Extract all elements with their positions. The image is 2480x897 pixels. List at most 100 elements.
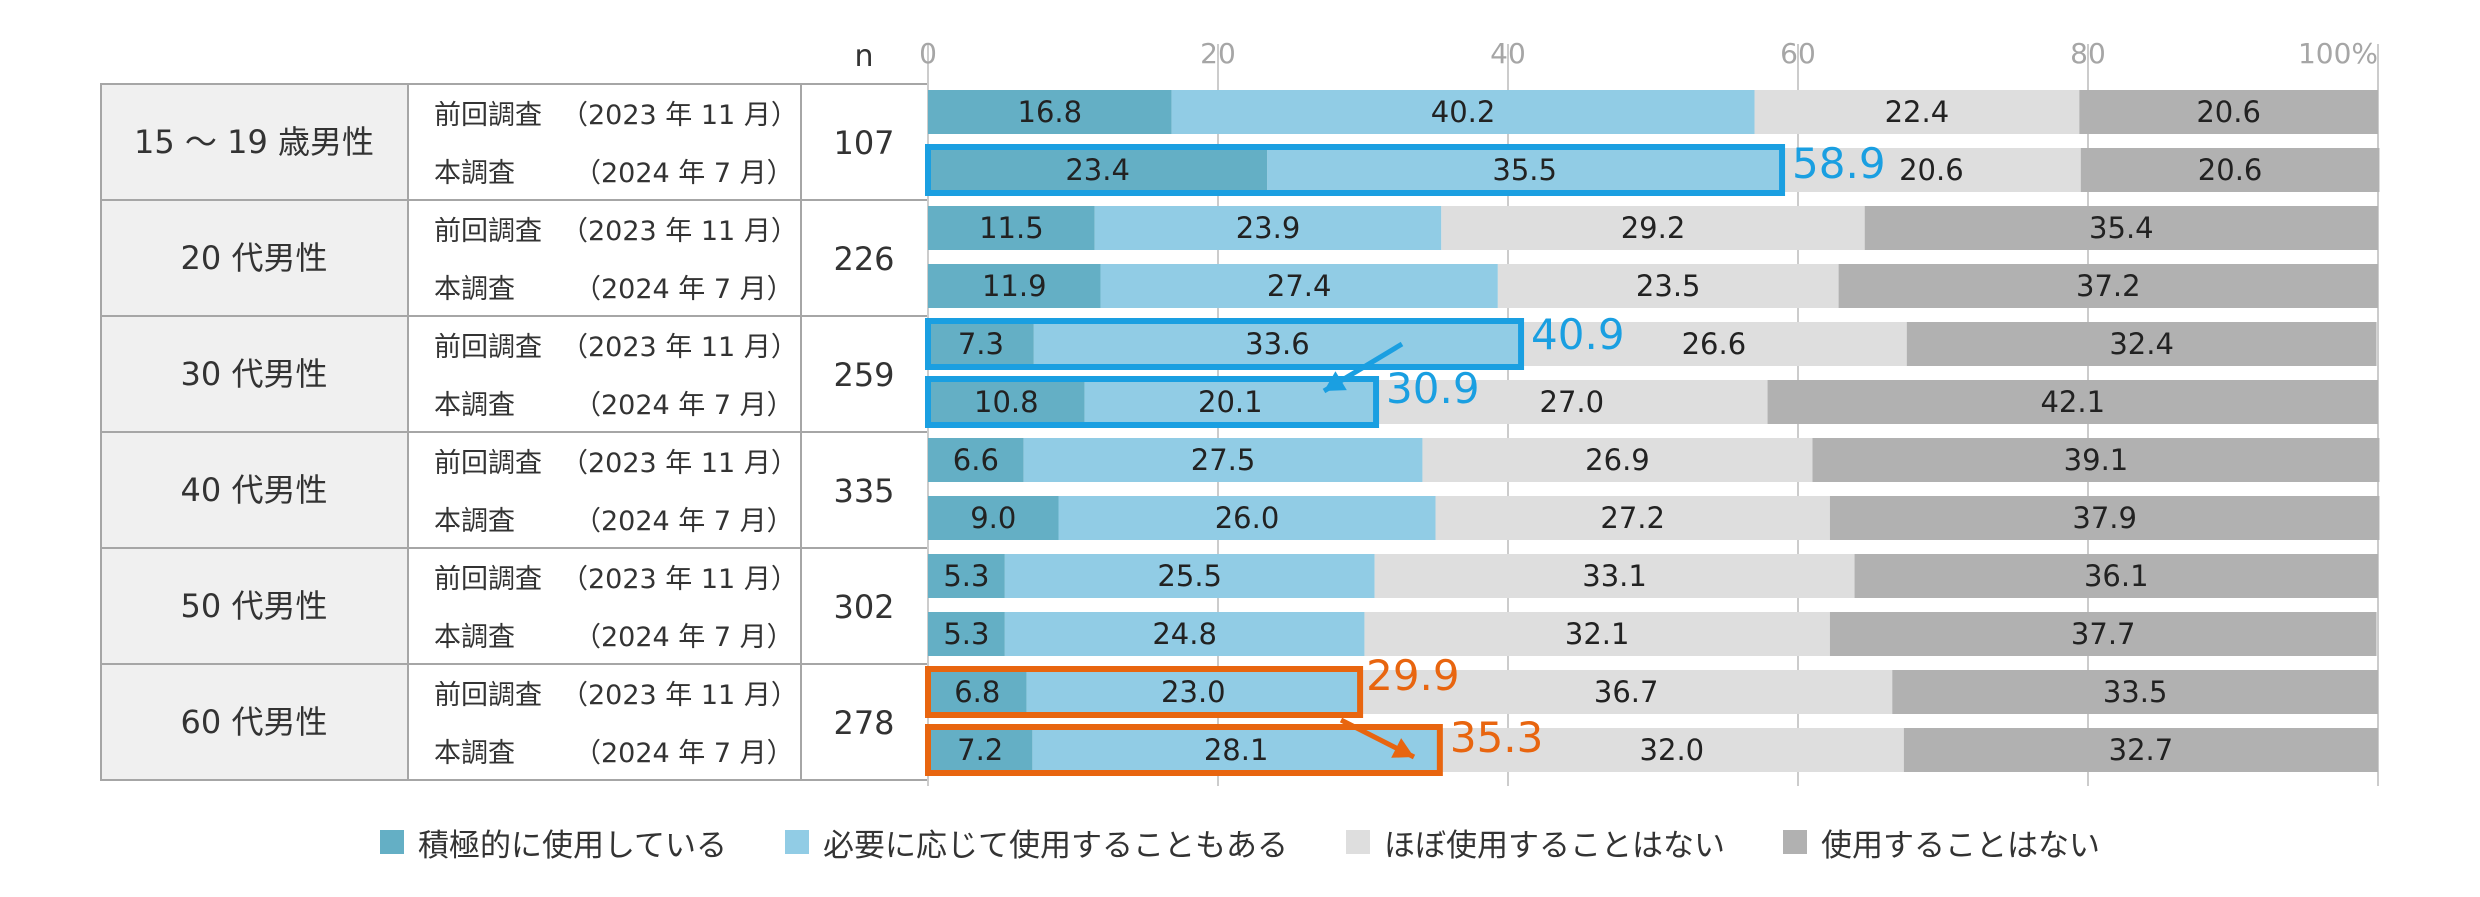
n-header: n (854, 39, 873, 74)
bar-segment (1497, 264, 1839, 308)
group-cell (100, 431, 409, 549)
survey-curr-date: （2024 年 7 月） (574, 622, 794, 653)
data-label: 5.3 (943, 559, 989, 593)
legend-item: ほぼ使用することはない (1346, 820, 1725, 865)
bar-segment (1812, 438, 2380, 482)
data-label: 39.1 (2064, 443, 2129, 477)
bar-segment (928, 728, 1033, 772)
data-label: 37.9 (2072, 501, 2137, 535)
bar-segment (1439, 728, 1904, 772)
x-tick-label: 20 (1200, 37, 1236, 70)
data-label: 33.6 (1245, 327, 1310, 361)
x-tick-label: 60 (1780, 37, 1816, 70)
survey-prev-name: 前回調査 (434, 100, 542, 131)
data-label: 28.1 (1204, 733, 1269, 767)
bar-segment (928, 148, 1268, 192)
survey-cell (407, 83, 802, 201)
n-value: 335 (833, 472, 894, 510)
bar-segment (1864, 206, 2378, 250)
survey-prev-date: （2023 年 11 月） (561, 100, 798, 131)
survey-cell (407, 315, 802, 433)
survey-cell (407, 663, 802, 781)
survey-curr-name: 本調査 (434, 738, 515, 769)
bar-segment (928, 670, 1027, 714)
data-label: 25.5 (1157, 559, 1222, 593)
group-label: 60 代男性 (181, 703, 328, 741)
data-label: 26.0 (1215, 501, 1280, 535)
survey-curr-name: 本調査 (434, 506, 515, 537)
n-cell (800, 547, 929, 665)
n-cell (800, 199, 929, 317)
data-label: 11.9 (982, 269, 1047, 303)
data-label: 32.0 (1640, 733, 1705, 767)
data-label: 33.5 (2103, 675, 2168, 709)
group-label: 50 代男性 (181, 587, 328, 625)
bar-segment (928, 612, 1005, 656)
bar-segment (1754, 90, 2080, 134)
row-label-table: 15 ～ 19 歳男性 107 前回調査 （2023 年 11 月） 本調査 （2024 … (100, 39, 929, 781)
data-label: 23.9 (1236, 211, 1301, 245)
data-label: 32.1 (1565, 617, 1630, 651)
data-label: 6.8 (954, 675, 1000, 709)
group-label: 40 代男性 (181, 471, 328, 509)
data-label: 6.6 (953, 443, 999, 477)
data-label: 23.4 (1065, 153, 1130, 187)
bar-segment (928, 322, 1034, 366)
n-value: 278 (833, 704, 894, 742)
data-label: 32.7 (2109, 733, 2174, 767)
bar-segment (1521, 322, 1907, 366)
bar-segment (928, 206, 1095, 250)
legend-swatch (1783, 830, 1808, 854)
x-tick-label: 0 (919, 37, 937, 70)
bar-segment (1838, 264, 2378, 308)
n-cell (800, 315, 929, 433)
survey-prev-name: 前回調査 (434, 332, 542, 363)
bar-segment (1903, 728, 2378, 772)
highlight-box (925, 666, 1364, 718)
legend-item: 必要に応じて使用することもある (785, 820, 1288, 865)
bars: 16.8 40.2 22.4 20.6 23.4 35.5 20.6 20.6 11.5 23.9… (928, 90, 2380, 772)
data-label: 37.7 (2071, 617, 2136, 651)
highlight-total: 35.3 (1450, 713, 1544, 762)
data-label: 11.5 (979, 211, 1044, 245)
n-value: 107 (833, 124, 894, 162)
data-label: 20.6 (1899, 153, 1964, 187)
bar-segment (1829, 612, 2377, 656)
survey-curr-date: （2024 年 7 月） (574, 274, 794, 305)
data-label: 23.0 (1161, 675, 1226, 709)
legend: 積極的に使用している 必要に応じて使用することもある ほぼ使用することはない 使用する… (0, 812, 2480, 872)
legend-item: 積極的に使用している (379, 820, 727, 865)
data-label: 27.2 (1600, 501, 1665, 535)
survey-cell (407, 431, 802, 549)
highlight-total: 58.9 (1792, 139, 1886, 188)
highlight-box (925, 724, 1443, 776)
stacked-bar-chart: 15 ～ 19 歳男性 107 前回調査 （2023 年 11 月） 本調査 （2024 … (100, 37, 2380, 786)
data-label: 10.8 (974, 385, 1039, 419)
arrow-head (1324, 371, 1347, 391)
bar-segment (1023, 438, 1423, 482)
group-cell (100, 663, 409, 781)
survey-prev-name: 前回調査 (434, 448, 542, 479)
survey-cell (407, 547, 802, 665)
bar-segment (1058, 496, 1436, 540)
group-cell (100, 547, 409, 665)
legend-swatch (785, 830, 810, 854)
data-label: 36.7 (1594, 675, 1659, 709)
highlight-total: 30.9 (1386, 364, 1480, 413)
bar-segment (1033, 322, 1522, 366)
data-label: 26.6 (1682, 327, 1747, 361)
arrow-head (1391, 738, 1414, 758)
data-label: 7.2 (957, 733, 1003, 767)
highlight-total: 29.9 (1366, 651, 1460, 700)
bar-segment (1004, 554, 1375, 598)
highlight-total: 40.9 (1531, 310, 1625, 359)
bar-segment (1435, 496, 1830, 540)
survey-prev-name: 前回調査 (434, 564, 542, 595)
data-label: 35.5 (1492, 153, 1557, 187)
survey-prev-name: 前回調査 (434, 680, 542, 711)
data-label: 27.0 (1540, 385, 1605, 419)
x-tick-label: 80 (2070, 37, 2106, 70)
bar-segment (1376, 380, 1768, 424)
bar-segment (1374, 554, 1855, 598)
bar-segment (928, 380, 1085, 424)
